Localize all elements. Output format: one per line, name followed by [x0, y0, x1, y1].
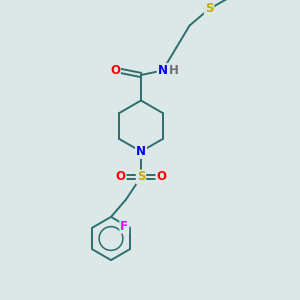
Text: N: N [136, 145, 146, 158]
Text: F: F [120, 220, 128, 233]
Text: O: O [156, 170, 167, 184]
Text: N: N [158, 64, 168, 77]
Text: O: O [116, 170, 126, 184]
Text: O: O [110, 64, 120, 77]
Text: S: S [137, 170, 145, 184]
Text: H: H [169, 64, 179, 77]
Text: S: S [205, 2, 213, 16]
